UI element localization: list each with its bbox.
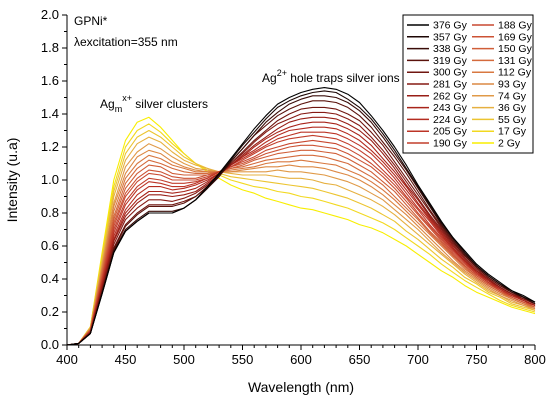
silver-cluster-annotation: Agmx+ silver clusters [100, 93, 208, 114]
legend-label: 319 Gy [433, 55, 468, 67]
y-tick-label: 0.0 [41, 337, 59, 352]
series-line [66, 149, 536, 346]
series-line [66, 136, 536, 346]
series-line [66, 116, 536, 346]
cluster-main: Ag [100, 97, 115, 111]
series-line [66, 95, 536, 346]
x-tick-label: 800 [524, 352, 546, 367]
annotations: GPNi* λexcitation=355 nm Agmx+ silver cl… [74, 14, 400, 114]
series-line [66, 143, 536, 346]
x-ticks: 400 450 500 550 600 650 700 750 800 [56, 345, 546, 367]
cluster-sub: m [115, 104, 123, 114]
legend-label: 169 Gy [498, 31, 533, 43]
sample-label: GPNi* [74, 14, 108, 28]
series-line [66, 121, 536, 346]
legend-label: 190 Gy [433, 138, 468, 150]
legend-label: 188 Gy [498, 20, 533, 32]
series-line [66, 154, 536, 346]
y-axis-title: Intensity (u.a) [4, 138, 20, 223]
legend-label: 55 Gy [498, 114, 527, 126]
cluster-rest: silver clusters [132, 97, 208, 111]
legend-label: 2 Gy [498, 138, 521, 150]
series-line [66, 100, 536, 346]
series-line [66, 126, 536, 346]
y-tick-label: 1.2 [41, 139, 59, 154]
series-line [66, 139, 536, 346]
legend-label: 17 Gy [498, 126, 527, 138]
y-tick-label: 2.0 [41, 7, 59, 22]
y-ticks: 0.0 0.2 0.4 0.6 0.8 1.0 1.2 1.4 1.6 1.8 2.0 [41, 7, 67, 352]
x-tick-label: 600 [290, 352, 312, 367]
legend-label: 224 Gy [433, 114, 468, 126]
x-tick-label: 750 [466, 352, 488, 367]
y-tick-label: 0.2 [41, 304, 59, 319]
y-tick-label: 1.4 [41, 106, 59, 121]
x-tick-label: 700 [407, 352, 429, 367]
series-line [66, 129, 536, 346]
cluster-sup: x+ [122, 93, 132, 103]
axes-layer: 400 450 500 550 600 650 700 750 800 0.0 0.2 0.4 0.6… [4, 7, 546, 395]
x-tick-label: 500 [173, 352, 195, 367]
hole-rest: hole traps silver ions [287, 71, 400, 85]
series-line [66, 123, 536, 346]
y-tick-label: 0.6 [41, 238, 59, 253]
legend-label: 74 Gy [498, 90, 527, 102]
x-tick-label: 400 [56, 352, 78, 367]
hole-main: Ag [262, 71, 277, 85]
hole-trap-annotation: Ag2+ hole traps silver ions [262, 68, 400, 85]
legend-label: 300 Gy [433, 67, 468, 79]
series-line [66, 87, 536, 346]
series-line [66, 116, 536, 346]
y-tick-label: 0.8 [41, 205, 59, 220]
series-line [66, 144, 536, 346]
legend-label: 112 Gy [498, 67, 532, 79]
legend-label: 243 Gy [433, 102, 468, 114]
excitation-label: λexcitation=355 nm [74, 35, 178, 49]
legend-label: 36 Gy [498, 102, 527, 114]
legend-label: 338 Gy [433, 43, 468, 55]
series-line [66, 106, 536, 346]
y-tick-label: 1.6 [41, 73, 59, 88]
series-line [66, 149, 536, 346]
x-tick-label: 650 [349, 352, 371, 367]
legend-label: 357 Gy [433, 31, 468, 43]
legend-label: 131 Gy [498, 55, 533, 67]
series-line [66, 134, 536, 346]
y-tick-label: 1.0 [41, 172, 59, 187]
legend-label: 376 Gy [433, 20, 468, 32]
legend-label: 281 Gy [433, 79, 468, 91]
x-axis-title: Wavelength (nm) [248, 379, 354, 395]
legend-label: 262 Gy [433, 90, 468, 102]
x-tick-label: 550 [232, 352, 254, 367]
y-tick-label: 0.4 [41, 271, 59, 286]
x-tick-label: 450 [115, 352, 137, 367]
hole-sup: 2+ [277, 68, 287, 78]
series-layer [66, 87, 536, 346]
legend-label: 150 Gy [498, 43, 533, 55]
y-tick-label: 1.8 [41, 40, 59, 55]
legend-label: 205 Gy [433, 126, 468, 138]
legend-label: 93 Gy [498, 79, 527, 91]
series-line [66, 111, 536, 346]
